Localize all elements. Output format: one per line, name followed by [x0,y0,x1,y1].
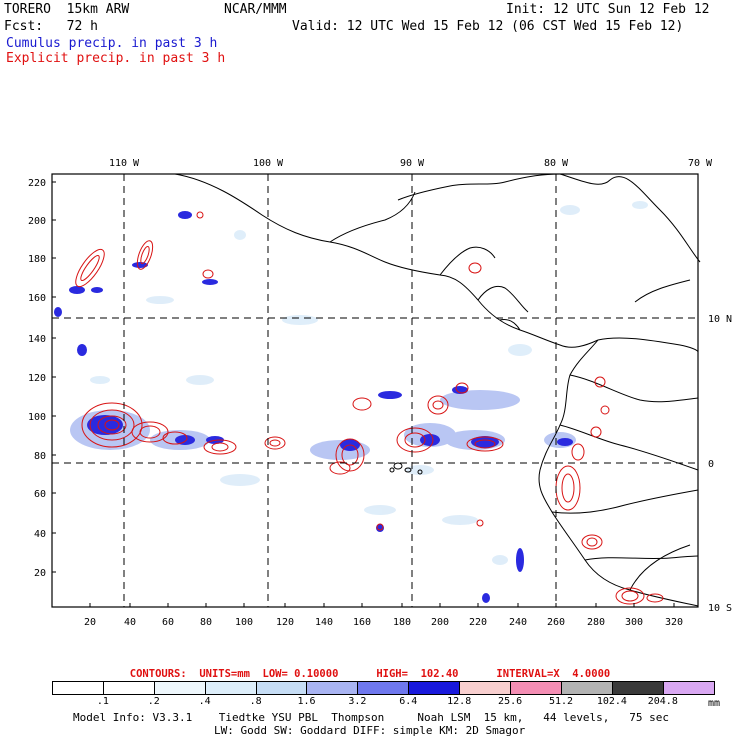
scale-label: 51.2 [548,696,574,707]
legend-cumulus: Cumulus precip. in past 3 h [6,36,218,51]
scale-swatch [102,682,154,694]
scale-swatch [306,682,358,694]
scale-swatch [357,682,409,694]
scale-swatch [560,682,612,694]
lon-label-110w: 110 W [109,158,140,169]
scale-swatch [204,682,256,694]
axis-ticks [52,181,675,607]
model-title: TORERO 15km ARW [4,2,130,17]
coastlines [174,173,701,607]
x-label: 140 [315,617,333,628]
scale-label: 102.4 [596,696,627,707]
x-label: 180 [393,617,411,628]
scale-label: 25.6 [498,696,523,707]
organization: NCAR/MMM [224,2,287,17]
x-label: 120 [276,617,294,628]
precipitation-map: 110 W 100 W 90 W 80 W 70 W 10 N 0 10 S 2… [28,158,732,628]
y-label: 180 [28,254,46,265]
contours-info: CONTOURS: UNITS=mm LOW= 0.10000 HIGH= 10… [129,668,611,680]
y-label: 100 [28,412,46,423]
y-label: 60 [34,489,46,500]
scale-label: .4 [198,696,211,707]
scale-label: 12.8 [447,696,472,707]
scale-swatch [255,682,307,694]
y-label: 200 [28,216,46,227]
lat-lon-grid [52,174,698,607]
x-label: 100 [235,617,253,628]
lat-label-10s: 10 S [708,603,732,614]
lon-label-100w: 100 W [253,158,284,169]
model-physics: LW: Godd SW: Goddard DIFF: simple KM: 2D… [214,724,526,737]
x-label: 20 [84,617,96,628]
scale-label: .1 [96,696,109,707]
x-label: 220 [469,617,487,628]
x-label: 160 [353,617,371,628]
y-label: 140 [28,334,46,345]
scale-swatch [510,682,561,694]
x-label: 260 [547,617,565,628]
scale-swatch [408,682,460,694]
scale-units: mm [708,698,721,709]
x-label: 300 [625,617,643,628]
scale-swatch [662,682,714,694]
scale-label: .8 [249,696,262,707]
scale-swatch [459,682,511,694]
lon-label-80w: 80 W [544,158,569,169]
scale-swatch [153,682,205,694]
cumulus-precip-field [54,201,648,603]
model-info: Model Info: V3.3.1 Tiedtke YSU PBL Thomp… [73,711,670,724]
scale-label: .2 [147,696,160,707]
y-label: 160 [28,293,46,304]
legend-explicit: Explicit precip. in past 3 h [6,51,226,66]
lat-label-0: 0 [708,459,714,470]
y-label: 20 [34,568,46,579]
lon-label-90w: 90 W [400,158,425,169]
galapagos-islands [389,462,423,475]
x-label: 240 [509,617,527,628]
scale-label: 204.8 [647,696,678,707]
scale-label: 1.6 [297,696,316,707]
scale-swatch [611,682,663,694]
x-label: 280 [587,617,605,628]
forecast-hour: Fcst: 72 h [4,19,98,34]
x-label: 320 [665,617,683,628]
x-label: 200 [431,617,449,628]
x-label: 60 [162,617,174,628]
y-label: 120 [28,373,46,384]
y-label: 220 [28,178,46,189]
valid-time: Valid: 12 UTC Wed 15 Feb 12 (06 CST Wed … [292,19,684,34]
y-label: 80 [34,451,46,462]
map-frame [51,173,699,608]
init-time: Init: 12 UTC Sun 12 Feb 12 [506,2,710,17]
x-label: 40 [124,617,136,628]
x-label: 80 [200,617,212,628]
lat-label-10n: 10 N [708,314,732,325]
lon-label-70w: 70 W [688,158,713,169]
color-scale [52,681,715,695]
y-label: 40 [34,529,46,540]
scale-label: 3.2 [348,696,367,707]
scale-label: 6.4 [399,696,418,707]
scale-swatch [53,682,103,694]
explicit-precip-contours [75,211,664,605]
